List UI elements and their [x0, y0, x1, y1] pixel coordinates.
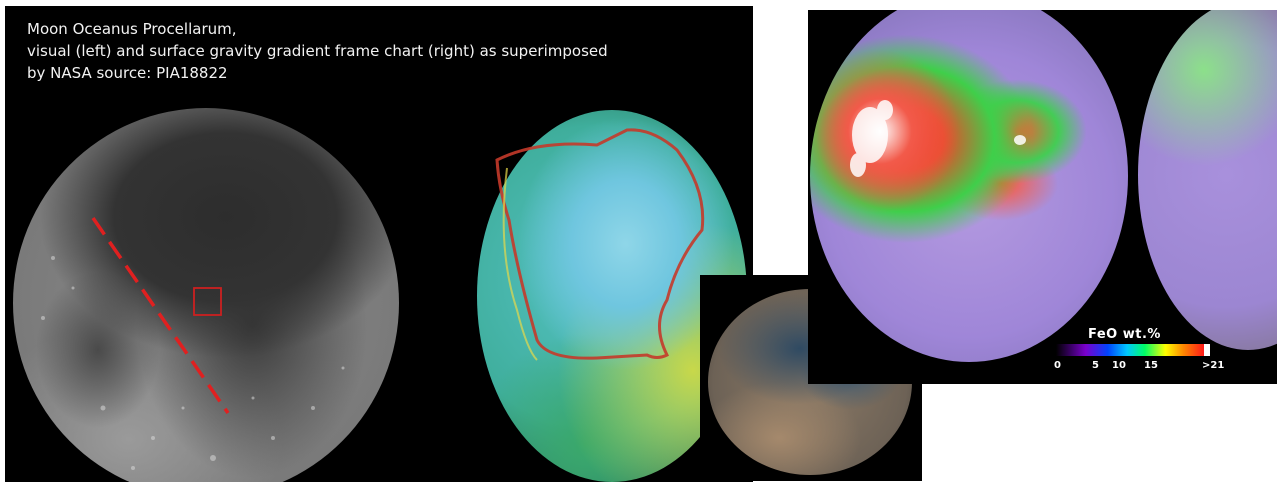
left-composite-panel: Moon Oceanus Procellarum, visual (left) …: [5, 6, 753, 482]
crater-speckles: [41, 256, 345, 470]
legend-ticks: 0 5 10 15 >21: [1054, 360, 1239, 374]
moon-visual-image: [13, 108, 399, 482]
gravity-rim-outline: [495, 128, 705, 361]
target-region-box: [193, 287, 222, 316]
caption-line-1: Moon Oceanus Procellarum,: [27, 20, 237, 38]
moon-visual-annotations: [41, 217, 345, 470]
caption-line-3: by NASA source: PIA18822: [27, 64, 228, 82]
legend-tick: >21: [1202, 360, 1225, 371]
legend-bar-cap: [1204, 344, 1210, 356]
feo-moon-farside: [1138, 10, 1277, 350]
legend-tick: 0: [1054, 360, 1061, 371]
legend-title: FeO wt.%: [1088, 327, 1161, 342]
feo-moon-nearside: [810, 10, 1128, 362]
feo-map-panel: FeO wt.% 0 5 10 15 >21: [808, 10, 1277, 384]
boundary-dashed-line: [91, 217, 230, 414]
legend-tick: 5: [1092, 360, 1099, 371]
caption-line-2: visual (left) and surface gravity gradie…: [27, 42, 608, 60]
legend-tick: 15: [1144, 360, 1158, 371]
feo-legend: FeO wt.% 0 5 10 15 >21: [1040, 327, 1250, 377]
legend-color-bar: [1056, 344, 1204, 356]
feo-white-patches: [850, 100, 1026, 177]
legend-tick: 10: [1112, 360, 1126, 371]
caption: Moon Oceanus Procellarum, visual (left) …: [27, 18, 608, 84]
